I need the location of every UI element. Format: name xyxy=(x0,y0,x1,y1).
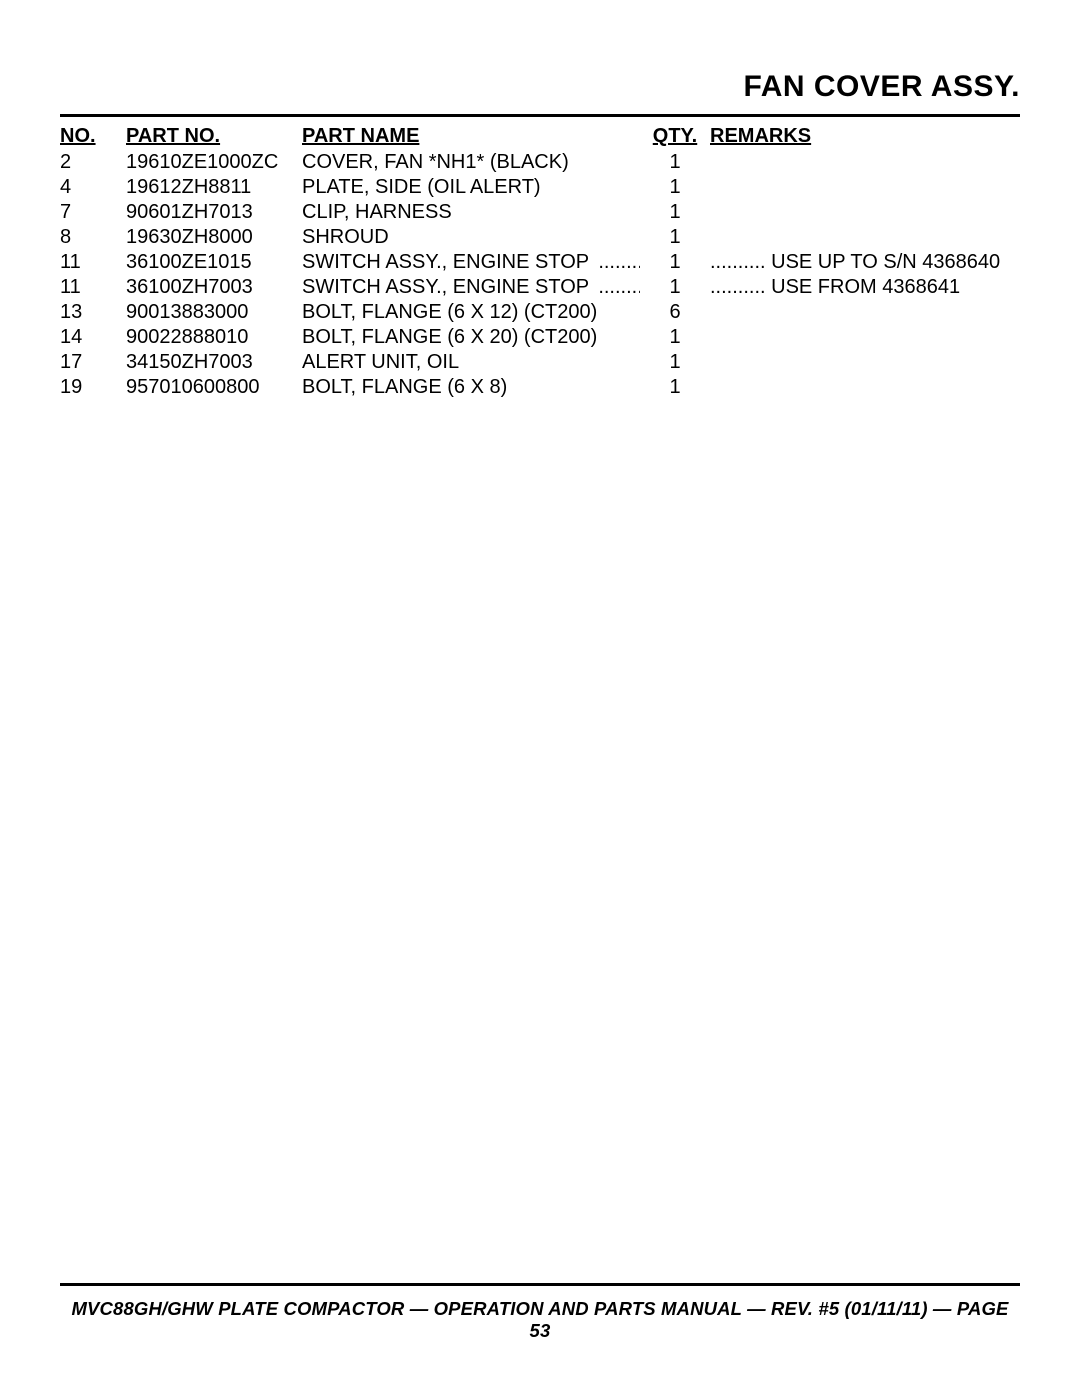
cell-part-name: PLATE, SIDE (OIL ALERT) xyxy=(302,175,640,200)
cell-qty: 1 xyxy=(640,150,710,175)
table-row: 790601ZH7013CLIP, HARNESS1 xyxy=(60,200,1020,225)
table-row: 1136100ZH7003SWITCH ASSY., ENGINE STOP 1… xyxy=(60,275,1020,300)
table-header: NO. PART NO. PART NAME QTY. REMARKS xyxy=(60,123,1020,150)
cell-part-no: 36100ZE1015 xyxy=(126,250,302,275)
col-header-part-name: PART NAME xyxy=(302,123,640,150)
cell-remarks xyxy=(710,350,1020,375)
cell-qty: 1 xyxy=(640,275,710,300)
table-row: 1734150ZH7003ALERT UNIT, OIL1 xyxy=(60,350,1020,375)
page-title: FAN COVER ASSY. xyxy=(60,70,1020,117)
page-container: FAN COVER ASSY. NO. PART NO. PART NAME Q… xyxy=(0,0,1080,400)
cell-part-no: 36100ZH7003 xyxy=(126,275,302,300)
cell-no: 4 xyxy=(60,175,126,200)
cell-part-no: 19630ZH8000 xyxy=(126,225,302,250)
table-row: 1136100ZE1015SWITCH ASSY., ENGINE STOP 1… xyxy=(60,250,1020,275)
cell-remarks xyxy=(710,225,1020,250)
cell-no: 19 xyxy=(60,375,126,400)
table-row: 1390013883000BOLT, FLANGE (6 X 12) (CT20… xyxy=(60,300,1020,325)
cell-no: 7 xyxy=(60,200,126,225)
cell-part-no: 19610ZE1000ZC xyxy=(126,150,302,175)
table-row: 819630ZH8000SHROUD1 xyxy=(60,225,1020,250)
cell-part-name: CLIP, HARNESS xyxy=(302,200,640,225)
col-header-remarks: REMARKS xyxy=(710,123,1020,150)
table-row: 19957010600800BOLT, FLANGE (6 X 8)1 xyxy=(60,375,1020,400)
col-header-no: NO. xyxy=(60,123,126,150)
cell-part-no: 90013883000 xyxy=(126,300,302,325)
cell-part-name: BOLT, FLANGE (6 X 12) (CT200) xyxy=(302,300,640,325)
cell-remarks: .......... USE UP TO S/N 4368640 xyxy=(710,250,1020,275)
cell-part-name: BOLT, FLANGE (6 X 8) xyxy=(302,375,640,400)
table-row: 419612ZH8811PLATE, SIDE (OIL ALERT)1 xyxy=(60,175,1020,200)
cell-part-no: 90022888010 xyxy=(126,325,302,350)
col-header-part-no: PART NO. xyxy=(126,123,302,150)
cell-no: 14 xyxy=(60,325,126,350)
cell-part-name: COVER, FAN *NH1* (BLACK) xyxy=(302,150,640,175)
cell-no: 8 xyxy=(60,225,126,250)
cell-part-no: 957010600800 xyxy=(126,375,302,400)
cell-remarks xyxy=(710,175,1020,200)
cell-part-no: 90601ZH7013 xyxy=(126,200,302,225)
col-header-qty: QTY. xyxy=(640,123,710,150)
table-row: 219610ZE1000ZCCOVER, FAN *NH1* (BLACK)1 xyxy=(60,150,1020,175)
cell-qty: 1 xyxy=(640,375,710,400)
cell-part-name: SHROUD xyxy=(302,225,640,250)
cell-qty: 1 xyxy=(640,350,710,375)
cell-qty: 1 xyxy=(640,225,710,250)
cell-part-name: BOLT, FLANGE (6 X 20) (CT200) xyxy=(302,325,640,350)
parts-table: NO. PART NO. PART NAME QTY. REMARKS 2196… xyxy=(60,123,1020,400)
cell-remarks: .......... USE FROM 4368641 xyxy=(710,275,1020,300)
page-footer: MVC88GH/GHW PLATE COMPACTOR — OPERATION … xyxy=(60,1283,1020,1342)
cell-part-name: SWITCH ASSY., ENGINE STOP xyxy=(302,250,640,275)
cell-qty: 1 xyxy=(640,175,710,200)
cell-part-no: 19612ZH8811 xyxy=(126,175,302,200)
cell-qty: 1 xyxy=(640,250,710,275)
cell-part-name: ALERT UNIT, OIL xyxy=(302,350,640,375)
cell-no: 2 xyxy=(60,150,126,175)
cell-remarks xyxy=(710,375,1020,400)
cell-remarks xyxy=(710,200,1020,225)
cell-no: 17 xyxy=(60,350,126,375)
cell-no: 13 xyxy=(60,300,126,325)
cell-qty: 1 xyxy=(640,325,710,350)
cell-part-no: 34150ZH7003 xyxy=(126,350,302,375)
cell-remarks xyxy=(710,300,1020,325)
cell-qty: 1 xyxy=(640,200,710,225)
cell-no: 11 xyxy=(60,275,126,300)
cell-remarks xyxy=(710,150,1020,175)
table-body: 219610ZE1000ZCCOVER, FAN *NH1* (BLACK)14… xyxy=(60,150,1020,400)
cell-part-name: SWITCH ASSY., ENGINE STOP xyxy=(302,275,640,300)
cell-no: 11 xyxy=(60,250,126,275)
table-row: 1490022888010BOLT, FLANGE (6 X 20) (CT20… xyxy=(60,325,1020,350)
cell-remarks xyxy=(710,325,1020,350)
cell-qty: 6 xyxy=(640,300,710,325)
